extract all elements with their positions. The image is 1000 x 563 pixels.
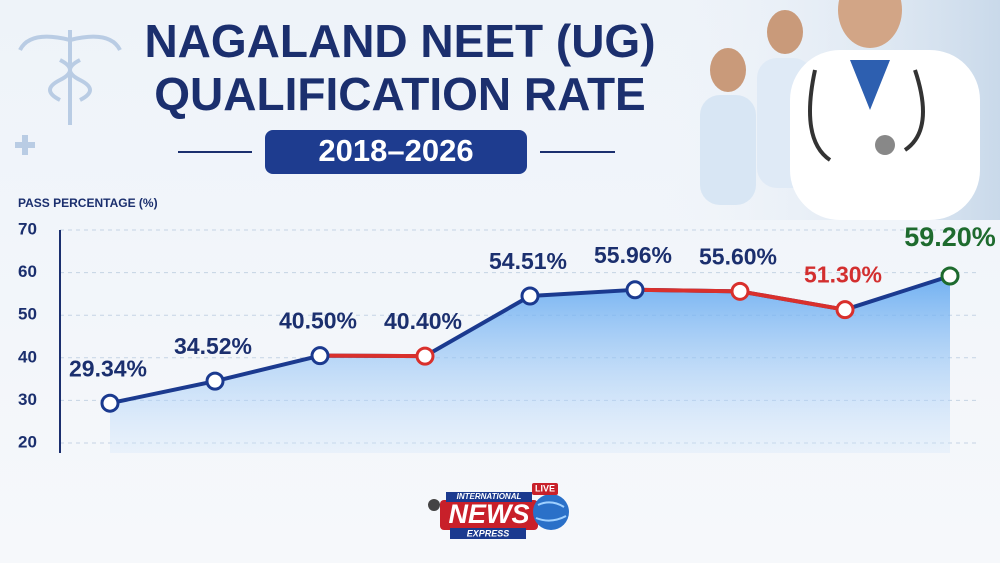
title-line: QUALIFICATION RATE	[154, 68, 645, 120]
y-tick-label: 50	[18, 305, 37, 324]
y-tick-label: 70	[18, 219, 37, 238]
y-tick-label: 40	[18, 347, 37, 366]
value-label: 54.51%	[489, 248, 567, 274]
subtitle-badge	[265, 130, 527, 174]
logo-text: INTERNATIONAL	[457, 492, 522, 501]
y-tick-label: 20	[18, 432, 37, 451]
decline-segment	[738, 289, 847, 312]
doctors-photo	[660, 0, 1000, 220]
value-label: 34.52%	[174, 333, 252, 359]
value-label: 51.30%	[804, 262, 882, 288]
caduceus-icon	[15, 30, 122, 155]
point	[940, 266, 960, 286]
point	[310, 346, 330, 366]
subtitle: 2018–2026	[318, 133, 473, 168]
value-label: 40.50%	[279, 308, 357, 334]
value-label: 55.96%	[594, 242, 672, 268]
value-label: 29.34%	[69, 355, 147, 381]
value-label: 59.20%	[904, 222, 996, 252]
point	[730, 281, 750, 301]
point	[625, 280, 645, 300]
value-label: 55.60%	[699, 243, 777, 269]
point	[520, 286, 540, 306]
plot: 20 30 40 50 60 70 29.34% 34.52% 40.50% 40.40% 54.5…	[18, 219, 996, 453]
y-axis-label: PASS PERCENTAGE (%)	[18, 196, 158, 210]
point	[100, 393, 120, 413]
area-fill	[110, 276, 950, 453]
logo-text: NEWS	[449, 499, 530, 529]
y-tick-label: 60	[18, 262, 37, 281]
point	[835, 300, 855, 320]
value-label: 40.40%	[384, 308, 462, 334]
logo-text: EXPRESS	[467, 528, 510, 538]
logo-text: LIVE	[535, 483, 555, 493]
point	[415, 346, 435, 366]
title-line: NAGALAND NEET (UG)	[144, 15, 655, 67]
news-logo: INTERNATIONAL LIVE NEWS EXPRESS	[428, 483, 569, 539]
decline-segment	[633, 287, 742, 294]
y-tick-label: 30	[18, 390, 37, 409]
point	[205, 371, 225, 391]
